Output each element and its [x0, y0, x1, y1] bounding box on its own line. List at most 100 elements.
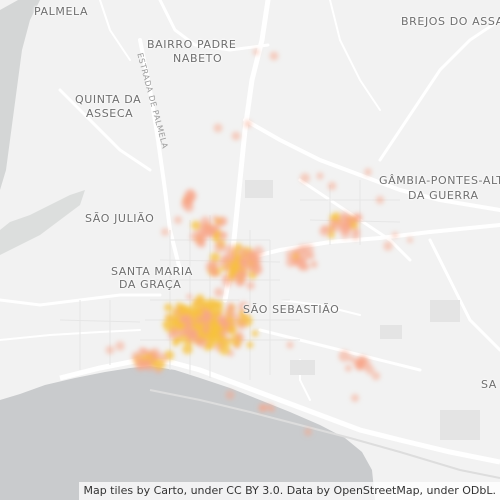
heatmap-layer: [105, 48, 413, 437]
place-label-sao-sebastiao: SÃO SEBASTIÃO: [243, 303, 340, 316]
rail-line: [149, 389, 500, 479]
heat-point: [348, 355, 356, 363]
heat-point: [173, 336, 181, 344]
heat-point: [239, 254, 249, 263]
heat-point: [209, 252, 221, 263]
heat-point: [115, 341, 125, 351]
heat-point: [218, 260, 226, 267]
heat-point: [345, 224, 352, 231]
heat-point: [226, 324, 237, 335]
heat-point: [197, 233, 207, 242]
heat-point: [351, 394, 359, 402]
heat-point: [164, 313, 174, 323]
heat-point: [265, 403, 273, 411]
heat-point: [199, 216, 211, 228]
heat-point: [208, 327, 218, 337]
heat-point: [351, 230, 360, 240]
heat-point: [178, 317, 185, 324]
heat-point: [186, 293, 193, 300]
map-attribution: Map tiles by Carto, under CC BY 3.0. Dat…: [79, 482, 500, 500]
wetland-area-2: [0, 190, 85, 255]
heat-point: [246, 251, 259, 264]
heat-point: [211, 269, 220, 278]
heat-point: [224, 244, 236, 256]
place-label-da-guerra: DA GUERRA: [408, 189, 479, 202]
heat-point: [161, 228, 169, 236]
heat-point: [186, 305, 199, 317]
heat-point: [191, 220, 201, 231]
heat-point: [227, 252, 236, 262]
heat-point: [246, 281, 255, 290]
heat-point: [303, 427, 313, 437]
heat-point: [251, 330, 259, 337]
heat-point: [218, 231, 228, 241]
place-label-edge: SA: [481, 378, 497, 391]
heat-point: [143, 349, 151, 356]
heat-point: [236, 268, 248, 280]
heat-point: [329, 213, 337, 222]
heat-point: [216, 217, 227, 227]
heat-point: [219, 343, 231, 356]
heat-point: [131, 351, 142, 362]
place-label-quinta-da: QUINTA DA: [75, 93, 142, 106]
place-label-gambia: GÂMBIA-PONTES-ALTA: [379, 174, 500, 187]
heat-point: [183, 202, 194, 213]
heat-point: [286, 341, 294, 349]
water-estuary: [0, 366, 375, 500]
place-label-da-graca: DA GRAÇA: [119, 278, 182, 291]
heat-point: [217, 317, 226, 326]
heat-point: [338, 215, 350, 227]
heat-point: [214, 310, 222, 317]
heat-point: [176, 323, 184, 330]
heat-point: [258, 403, 267, 413]
heat-point: [213, 241, 226, 253]
heat-point: [371, 371, 381, 381]
heat-point: [252, 48, 260, 56]
heat-point: [338, 350, 350, 362]
heat-point: [208, 260, 219, 271]
wetland-area: [0, 0, 40, 190]
heat-point: [319, 226, 330, 237]
heat-point: [224, 306, 236, 317]
heat-point: [214, 287, 224, 298]
place-label-nabeto: NABETO: [173, 52, 223, 65]
heat-point: [153, 358, 166, 370]
heat-point: [407, 237, 413, 243]
place-label-bairro-padre: BAIRRO PADRE: [147, 38, 237, 51]
heat-point: [234, 243, 243, 251]
heat-point: [225, 390, 235, 400]
heat-point: [300, 173, 310, 183]
heat-point: [234, 334, 242, 342]
heat-point: [182, 344, 193, 355]
heat-point: [208, 319, 220, 331]
heat-point: [309, 260, 318, 269]
heat-point: [375, 195, 385, 205]
heat-point: [195, 294, 205, 304]
heat-point: [229, 261, 242, 273]
heat-point: [164, 303, 173, 312]
heat-point: [327, 181, 337, 191]
heat-point: [365, 365, 375, 375]
heat-point: [177, 304, 190, 316]
heat-point: [391, 231, 399, 239]
place-label-sao-juliao: SÃO JULIÃO: [85, 212, 155, 225]
place-label-palmela: PALMELA: [34, 5, 89, 18]
heat-point: [212, 215, 219, 222]
heat-point: [349, 216, 357, 225]
heat-point: [202, 310, 212, 320]
place-label-brejos-do-assa: BREJOS DO ASSA: [401, 15, 500, 28]
heat-point: [383, 241, 393, 251]
heat-point: [206, 224, 218, 236]
heat-point: [356, 356, 366, 367]
heat-point: [215, 300, 224, 308]
heat-point: [173, 215, 183, 225]
heat-point: [303, 251, 312, 259]
heat-point: [295, 257, 307, 269]
heat-point: [183, 189, 195, 202]
heat-point: [187, 320, 194, 328]
coast-road: [59, 357, 500, 465]
place-label-asseca: ASSECA: [86, 107, 134, 120]
place-label-santa-maria: SANTA MARIA: [111, 265, 193, 278]
